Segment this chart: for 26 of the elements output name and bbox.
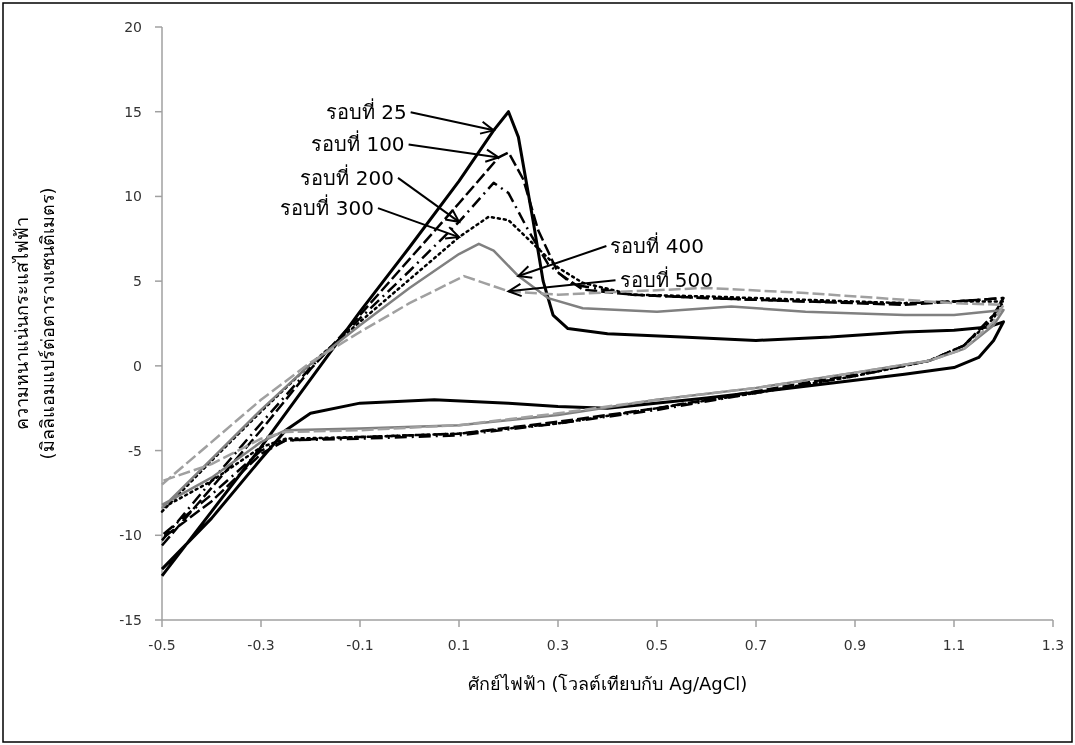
x-tick-label: 0.3 — [546, 637, 570, 653]
x-tick-label: 0.7 — [744, 637, 768, 653]
annotation: รอบที่ 100 — [311, 130, 405, 157]
x-tick-label: 0.1 — [447, 637, 471, 653]
y-tick-label: -5 — [128, 442, 142, 459]
annotation: รอบที่ 25 — [325, 98, 407, 125]
y-tick-label: 15 — [124, 103, 142, 120]
x-tick-label: -0.1 — [346, 637, 374, 653]
y-tick-label: -15 — [119, 612, 142, 628]
x-tick-label: 0.5 — [645, 637, 669, 653]
x-tick-label: -0.3 — [247, 637, 275, 653]
x-tick-label: -0.5 — [148, 637, 176, 653]
y-tick-label: -10 — [119, 527, 142, 544]
y-tick-label: 20 — [124, 19, 142, 35]
y-tick-label: 5 — [133, 273, 142, 290]
y-tick-label: 10 — [124, 188, 142, 205]
y-axis-title: ความหนาแน่นกระแสไฟฟ้า (มิลลิแอมแปร์ต่อตารางเซนติเมตร) — [11, 187, 58, 460]
y-tick-label: 0 — [133, 357, 142, 374]
x-tick-label: 1.3 — [1041, 637, 1065, 653]
x-tick-label: 0.9 — [843, 637, 867, 653]
x-tick-label: 1.1 — [942, 637, 966, 653]
x-axis-title: ศักย์ไฟฟ้า (โวลต์เทียบกับ Ag/AgCl) — [467, 673, 748, 694]
annotation: รอบที่ 400 — [610, 232, 704, 259]
annotation: รอบที่ 300 — [280, 194, 374, 221]
annotation: รอบที่ 200 — [300, 163, 394, 190]
annotation: รอบที่ 500 — [619, 266, 714, 293]
